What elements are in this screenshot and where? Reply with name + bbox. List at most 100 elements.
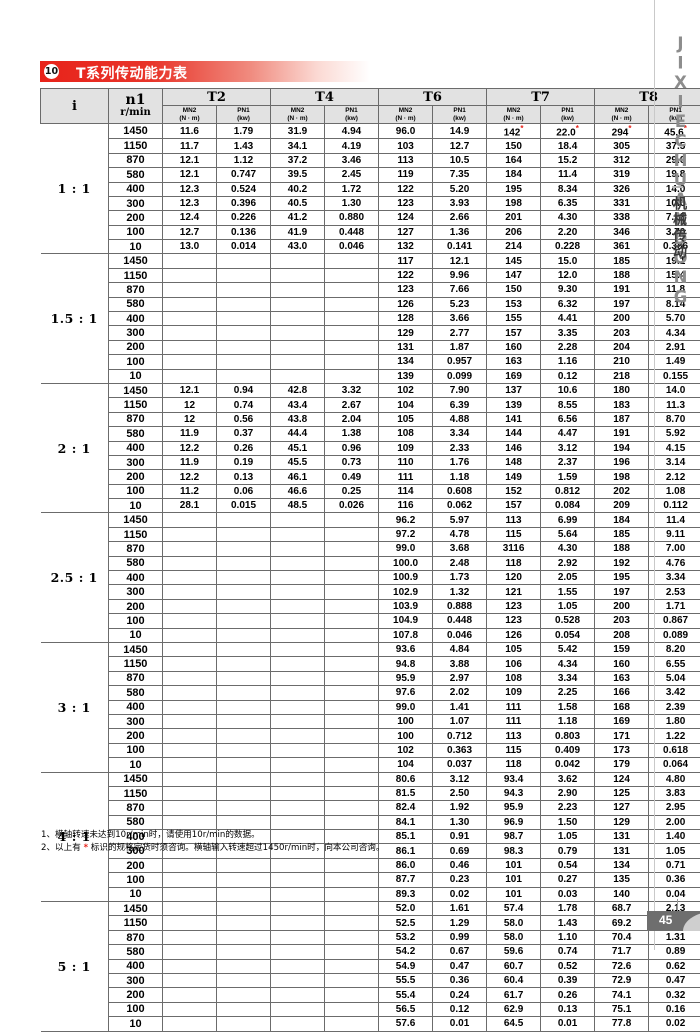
value-cell-t2p: 0.747	[217, 168, 271, 182]
rpm-cell: 100	[109, 873, 163, 887]
consult-asterisk: *	[576, 124, 579, 133]
empty-cell	[325, 873, 379, 887]
value-cell-t7p: 0.803	[541, 729, 595, 743]
value-cell-t7m: 93.4	[487, 772, 541, 786]
value-cell-t6p: 0.36	[433, 973, 487, 987]
value-cell-t7m: 148	[487, 455, 541, 469]
value-cell-t7p: 1.43	[541, 916, 595, 930]
value-cell-t6m: 100	[379, 729, 433, 743]
empty-cell	[163, 513, 217, 527]
value-cell-t6m: 122	[379, 182, 433, 196]
value-cell-t6m: 123	[379, 196, 433, 210]
rpm-cell: 1450	[109, 643, 163, 657]
empty-cell	[163, 902, 217, 916]
value-cell-t6m: 84.1	[379, 815, 433, 829]
empty-cell	[217, 571, 271, 585]
value-cell-t7p: 6.32	[541, 297, 595, 311]
value-cell-t6m: 139	[379, 369, 433, 383]
value-cell-t6p: 0.888	[433, 599, 487, 613]
value-cell-t7p: 12.0	[541, 268, 595, 282]
value-cell-t7m: 113	[487, 729, 541, 743]
value-cell-t7p: 1.78	[541, 902, 595, 916]
value-cell-t2p: 1.79	[217, 124, 271, 139]
value-cell-t4m: 40.5	[271, 196, 325, 210]
value-cell-t6m: 100	[379, 714, 433, 728]
value-cell-t7m: 62.9	[487, 1002, 541, 1016]
rpm-cell: 400	[109, 571, 163, 585]
rpm-cell: 200	[109, 340, 163, 354]
value-cell-t6m: 100.0	[379, 556, 433, 570]
ratio-cell: 5 : 1	[41, 902, 109, 1032]
empty-cell	[163, 801, 217, 815]
rpm-cell: 870	[109, 930, 163, 944]
value-cell-t7p: 1.18	[541, 714, 595, 728]
empty-cell	[271, 758, 325, 772]
value-cell-t6p: 1.76	[433, 455, 487, 469]
value-cell-t6p: 1.32	[433, 585, 487, 599]
rpm-cell: 580	[109, 168, 163, 182]
value-cell-t4m: 48.5	[271, 499, 325, 513]
value-cell-t6m: 56.5	[379, 1002, 433, 1016]
value-cell-t6p: 1.29	[433, 916, 487, 930]
value-cell-t7m: 201	[487, 211, 541, 225]
value-cell-t8m: 72.6	[595, 959, 649, 973]
value-cell-t7m: 195	[487, 182, 541, 196]
empty-cell	[163, 714, 217, 728]
empty-cell	[271, 556, 325, 570]
value-cell-t8m: 191	[595, 283, 649, 297]
rpm-cell: 1450	[109, 513, 163, 527]
empty-cell	[325, 786, 379, 800]
value-cell-t6p: 4.78	[433, 527, 487, 541]
page-number: 45	[659, 913, 672, 927]
value-cell-t6p: 2.48	[433, 556, 487, 570]
value-cell-t7m: 115	[487, 743, 541, 757]
rpm-cell: 200	[109, 988, 163, 1002]
value-cell-t6p: 1.36	[433, 225, 487, 239]
rpm-cell: 100	[109, 614, 163, 628]
empty-cell	[163, 571, 217, 585]
empty-cell	[163, 254, 217, 268]
value-cell-t6p: 0.47	[433, 959, 487, 973]
empty-cell	[325, 772, 379, 786]
value-cell-t6p: 0.957	[433, 355, 487, 369]
value-cell-t6p: 1.87	[433, 340, 487, 354]
value-cell-t7m: 101	[487, 873, 541, 887]
value-cell-t2p: 0.56	[217, 412, 271, 426]
value-cell-t7p: 8.55	[541, 398, 595, 412]
value-cell-t6p: 4.84	[433, 643, 487, 657]
empty-cell	[325, 916, 379, 930]
rpm-cell: 870	[109, 412, 163, 426]
value-cell-t7p: 3.35	[541, 326, 595, 340]
value-cell-t6m: 55.4	[379, 988, 433, 1002]
empty-cell	[325, 1017, 379, 1031]
value-cell-t7m: 118	[487, 758, 541, 772]
empty-cell	[217, 254, 271, 268]
ratio-cell: 1.5 : 1	[41, 254, 109, 384]
value-cell-t8m: 168	[595, 700, 649, 714]
empty-cell	[163, 686, 217, 700]
value-cell-t7m: 115	[487, 527, 541, 541]
value-cell-t6p: 12.7	[433, 139, 487, 153]
rpm-cell: 200	[109, 599, 163, 613]
empty-cell	[217, 758, 271, 772]
value-cell-t7m: 60.7	[487, 959, 541, 973]
value-cell-t6p: 0.99	[433, 930, 487, 944]
empty-cell	[217, 355, 271, 369]
value-cell-t7m: 141	[487, 412, 541, 426]
